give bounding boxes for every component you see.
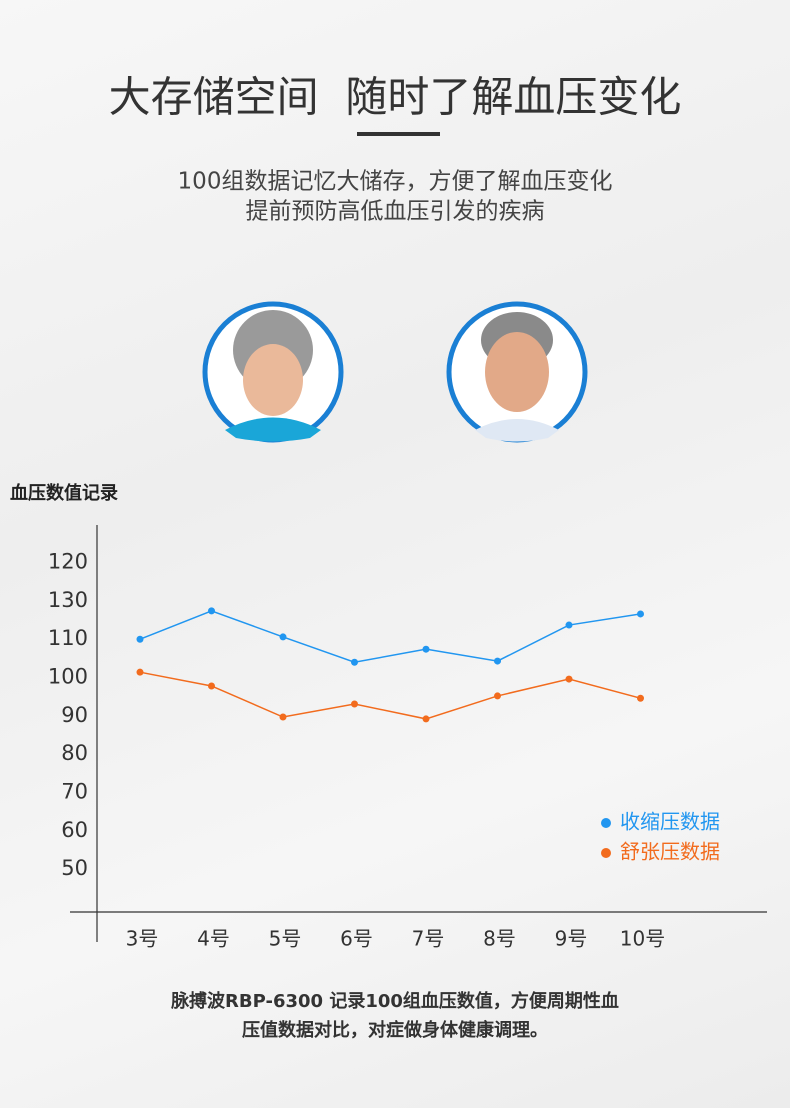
y-tick-label: 100 [48,665,88,689]
x-tick-label: 6号 [340,927,373,951]
data-point [565,675,573,683]
y-tick-label: 70 [61,779,88,803]
chart-title: 血压数值记录 [10,482,118,504]
data-point [351,700,358,708]
x-tick-label: 9号 [555,927,588,951]
data-point [279,713,287,721]
data-point [351,658,358,666]
y-tick-label: 120 [48,550,88,574]
data-point [637,610,644,618]
subtitle: 提前预防高低血压引发的疾病 [246,199,545,225]
page-title: 大存储空间 随时了解血压变化 [109,73,682,122]
data-point [136,635,144,643]
data-point [565,621,573,629]
x-tick-label: 8号 [483,927,516,951]
avatar [446,301,588,443]
legend-label: 收缩压数据 [620,810,720,834]
data-point [136,668,144,676]
data-point [208,682,215,690]
avatar [202,301,344,443]
y-tick-label: 80 [61,741,88,765]
footer-text: 脉搏波RBP-6300 记录100组血压数值，方便周期性血 [170,990,619,1012]
data-point [494,692,501,700]
title-underline [357,132,440,136]
subtitle: 100组数据记忆大储存，方便了解血压变化 [178,169,613,195]
y-tick-label: 50 [61,856,88,880]
data-point [422,645,430,653]
legend-marker [601,818,611,828]
y-tick-label: 90 [61,703,88,727]
y-tick-label: 130 [48,588,88,612]
y-tick-label: 110 [48,626,88,650]
data-point [494,657,501,665]
x-tick-label: 4号 [197,927,230,951]
data-point [637,694,644,702]
legend-label: 舒张压数据 [620,840,720,864]
x-tick-label: 10号 [620,927,665,951]
footer-text: 压值数据对比，对症做身体健康调理。 [242,1019,548,1041]
data-point [279,633,287,641]
x-tick-label: 3号 [126,927,159,951]
y-tick-label: 60 [61,818,88,842]
data-point [422,715,430,723]
x-tick-label: 5号 [269,927,302,951]
legend-marker [601,848,611,858]
series-line [139,671,641,720]
x-tick-label: 7号 [412,927,445,951]
data-point [208,607,215,615]
series-line [139,610,641,663]
